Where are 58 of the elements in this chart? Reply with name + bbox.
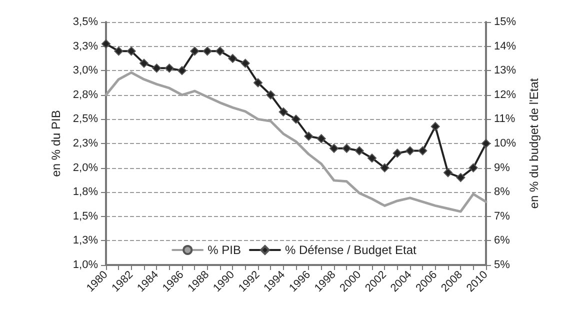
y2-tick-label: 10% [494, 138, 516, 150]
point [342, 144, 352, 153]
point [164, 64, 174, 73]
point [482, 139, 490, 148]
point [368, 154, 376, 163]
point [330, 144, 338, 153]
point [456, 173, 466, 182]
point [152, 64, 162, 73]
y2-tick-label: 12% [494, 88, 516, 101]
y2-tick-label: 11% [494, 113, 516, 126]
y-axis-title: en % du PIB [49, 110, 64, 177]
point [140, 58, 148, 68]
point [292, 114, 300, 124]
y-tick-label: 1,8% [72, 186, 98, 198]
point [278, 107, 288, 116]
point [240, 58, 250, 68]
y-tick-label: 1,0% [72, 259, 98, 271]
y-tick-label: 1,3% [72, 234, 98, 247]
point [430, 122, 440, 131]
y2-axis-title: en % du budget de l'Etat [527, 78, 541, 209]
point [468, 163, 478, 172]
y-tick-label: 3,0% [72, 64, 98, 77]
y-tick-label: 2,3% [72, 138, 98, 150]
y-tick-label: 3,5% [72, 16, 98, 28]
y-tick-label: 1,5% [72, 210, 98, 222]
point [114, 46, 124, 56]
line-series [104, 71, 488, 213]
point [354, 146, 364, 156]
y2-tick-label: 6% [494, 234, 510, 247]
y2-tick-label: 5% [494, 259, 510, 271]
point [406, 146, 414, 156]
point [392, 148, 402, 158]
point [216, 46, 224, 56]
point [418, 146, 428, 156]
point [304, 132, 314, 141]
y-tick-label: 2,5% [72, 113, 98, 126]
y2-tick-label: 15% [494, 16, 516, 28]
point [254, 78, 262, 88]
y2-tick-label: 7% [494, 210, 510, 222]
y-tick-label: 2,0% [72, 162, 98, 174]
legend-label: % PIB [208, 243, 241, 257]
y2-tick-label: 13% [494, 64, 516, 77]
point [102, 39, 110, 48]
point [380, 163, 390, 172]
point [178, 66, 186, 76]
point [266, 90, 276, 100]
y2-tick-label: 14% [494, 40, 516, 52]
legend-label: % Défense / Budget Etat [284, 243, 418, 257]
y-tick-label: 2,8% [72, 88, 98, 101]
point [228, 54, 238, 63]
point [444, 168, 452, 178]
point [126, 46, 136, 56]
y-tick-label: 3,3% [72, 40, 98, 52]
point [316, 134, 326, 144]
y2-tick-label: 8% [494, 186, 510, 198]
point [190, 46, 200, 56]
point [202, 46, 212, 56]
y2-tick-label: 9% [494, 162, 510, 174]
